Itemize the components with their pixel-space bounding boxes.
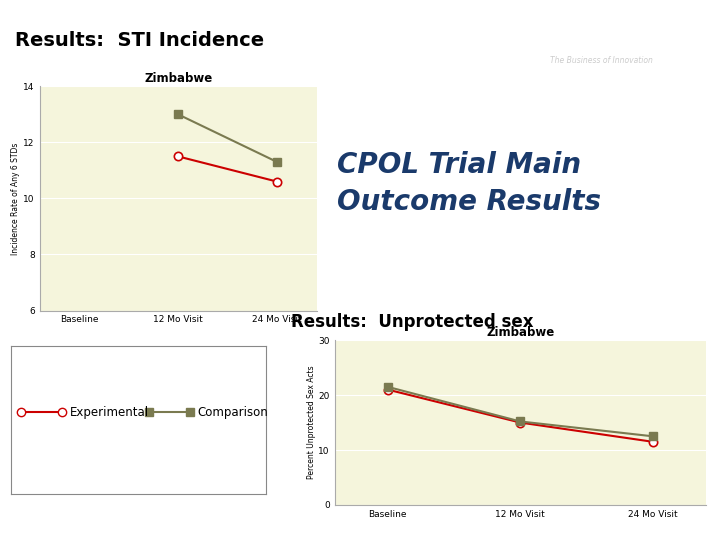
- Text: Results:  Unprotected sex: Results: Unprotected sex: [291, 313, 534, 331]
- Text: Battelle: Battelle: [574, 21, 629, 33]
- Polygon shape: [407, 0, 495, 84]
- Y-axis label: Incidence Rate of Any 6 STDs: Incidence Rate of Any 6 STDs: [12, 142, 20, 255]
- Text: Comparison: Comparison: [197, 406, 268, 419]
- Title: Zimbabwe: Zimbabwe: [144, 72, 212, 85]
- Y-axis label: Percent Unprotected Sex Acts: Percent Unprotected Sex Acts: [307, 366, 315, 480]
- Text: Results:  STI Incidence: Results: STI Incidence: [15, 31, 264, 50]
- Text: CPOL Trial Main
Outcome Results: CPOL Trial Main Outcome Results: [337, 151, 600, 216]
- Text: Experimental: Experimental: [70, 406, 149, 419]
- Text: The Business of Innovation: The Business of Innovation: [549, 56, 652, 65]
- Title: Zimbabwe: Zimbabwe: [486, 326, 554, 339]
